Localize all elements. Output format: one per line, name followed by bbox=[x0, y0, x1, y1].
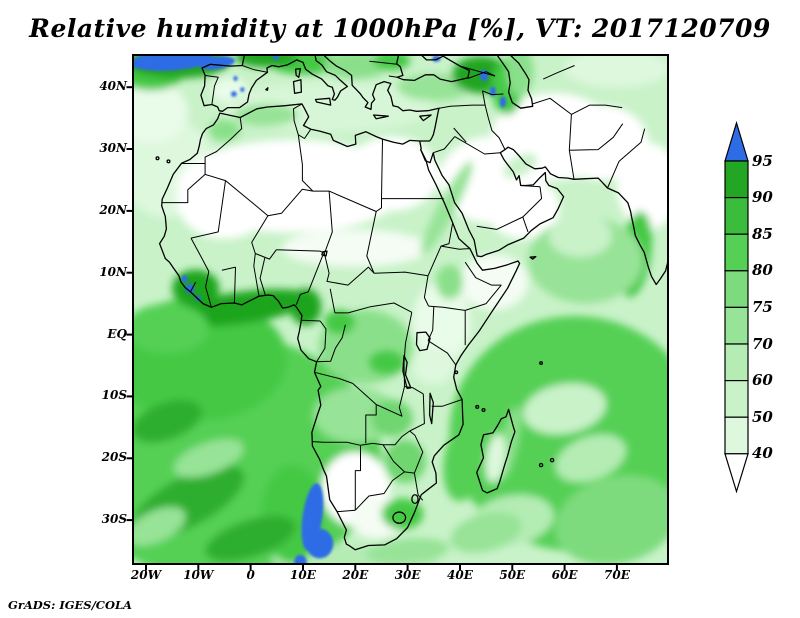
colorbar-label: 80 bbox=[752, 261, 773, 280]
map-frame bbox=[132, 54, 669, 565]
x-tick-label: 40E bbox=[447, 568, 473, 582]
axis-ticks bbox=[126, 86, 618, 571]
colorbar-label: 60 bbox=[752, 371, 773, 390]
x-tick-label: 10E bbox=[290, 568, 316, 582]
colorbar bbox=[724, 120, 749, 494]
x-tick-label: 60E bbox=[551, 568, 578, 582]
x-tick-label: 50E bbox=[499, 568, 526, 582]
x-tick-label: 10W bbox=[183, 568, 214, 582]
y-tick-label: 20N bbox=[99, 202, 127, 217]
x-tick-label: 70E bbox=[604, 568, 630, 582]
y-tick-label: 20S bbox=[101, 450, 127, 465]
grads-credit: GrADS: IGES/COLA bbox=[8, 598, 132, 612]
colorbar-label: 85 bbox=[752, 224, 773, 243]
x-tick-label: 20E bbox=[342, 568, 369, 582]
plot-title: Relative humidity at 1000hPa [%], VT: 20… bbox=[29, 14, 771, 43]
humidity-field bbox=[133, 55, 668, 564]
colorbar-label: 40 bbox=[752, 444, 773, 463]
colorbar-label: 50 bbox=[752, 407, 773, 426]
coastlines bbox=[155, 55, 668, 551]
country-borders bbox=[162, 60, 646, 512]
y-tick-label: EQ bbox=[107, 326, 127, 341]
x-tick-label: 0 bbox=[246, 568, 255, 582]
colorbar-label: 95 bbox=[752, 151, 773, 170]
y-tick-label: 40N bbox=[99, 79, 127, 94]
colorbar-label: 90 bbox=[752, 188, 773, 207]
y-tick-label: 10S bbox=[101, 388, 127, 403]
y-tick-label: 30N bbox=[99, 141, 127, 155]
x-tick-label: 20W bbox=[130, 568, 162, 582]
colorbar-label: 75 bbox=[752, 297, 773, 316]
y-tick-label: 30S bbox=[101, 512, 127, 527]
x-tick-label: 30E bbox=[394, 568, 421, 582]
y-tick-label: 10N bbox=[99, 264, 127, 279]
colorbar-label: 70 bbox=[752, 334, 773, 353]
